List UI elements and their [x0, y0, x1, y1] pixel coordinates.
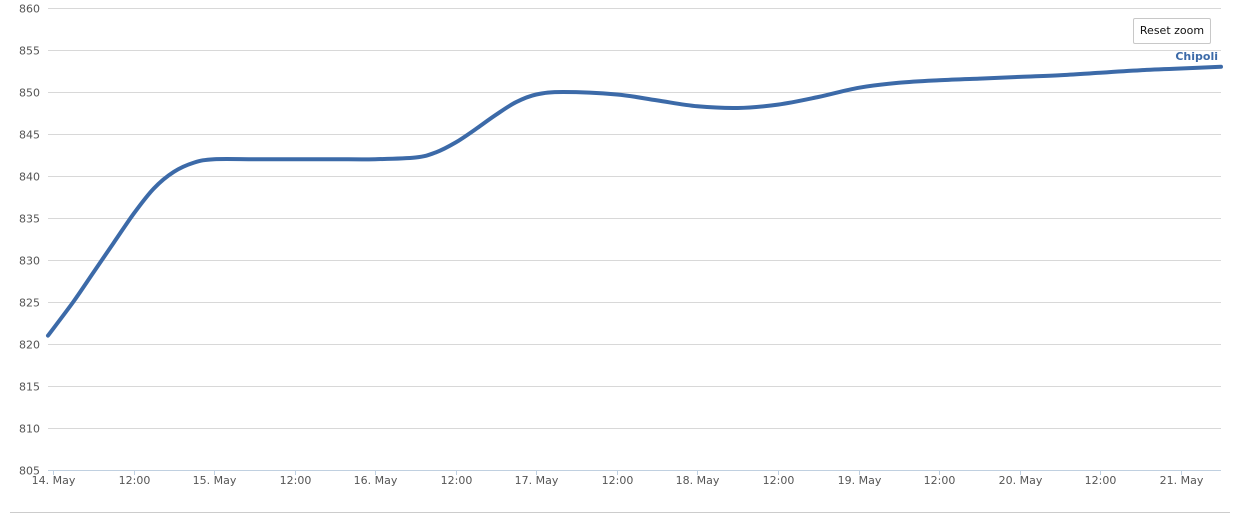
- y-tick-label: 860: [19, 3, 40, 16]
- bottom-divider: [10, 512, 1230, 513]
- y-axis: 805 810 815 820 825 830 835 840 845 850 855 860: [19, 3, 40, 478]
- y-tick-label: 840: [19, 171, 40, 184]
- x-axis: 14. May 12:00 15. May 12:00 16. May 12:00 17. …: [32, 470, 1204, 487]
- x-tick-label: 17. May: [515, 474, 559, 487]
- y-tick-label: 815: [19, 381, 40, 394]
- y-tick-label: 845: [19, 129, 40, 142]
- y-tick-label: 810: [19, 423, 40, 436]
- x-tick-label: 20. May: [999, 474, 1043, 487]
- x-tick-label: 21. May: [1160, 474, 1204, 487]
- reset-zoom-button[interactable]: Reset zoom: [1133, 18, 1211, 44]
- x-tick-label: 19. May: [838, 474, 882, 487]
- x-tick-label: 12:00: [1085, 474, 1117, 487]
- y-tick-label: 855: [19, 45, 40, 58]
- x-tick-label: 14. May: [32, 474, 76, 487]
- x-tick-label: 12:00: [602, 474, 634, 487]
- series-name-label: Chipoli: [1175, 50, 1218, 63]
- x-tick-label: 12:00: [441, 474, 473, 487]
- x-tick-label: 12:00: [924, 474, 956, 487]
- series-layer: [46, 64, 1223, 338]
- y-tick-label: 830: [19, 255, 40, 268]
- y-tick-label: 850: [19, 87, 40, 100]
- x-tick-label: 16. May: [354, 474, 398, 487]
- series-line-chipoli: [46, 64, 1223, 338]
- y-tick-label: 835: [19, 213, 40, 226]
- x-tick-label: 15. May: [193, 474, 237, 487]
- y-tick-label: 825: [19, 297, 40, 310]
- x-tick-label: 18. May: [676, 474, 720, 487]
- x-tick-label: 12:00: [763, 474, 795, 487]
- y-tick-label: 820: [19, 339, 40, 352]
- x-tick-label: 12:00: [280, 474, 312, 487]
- grid-lines: [48, 8, 1221, 471]
- x-tick-label: 12:00: [119, 474, 151, 487]
- y-tick-label: 805: [19, 465, 40, 478]
- series-labels: Chipoli: [1175, 50, 1218, 63]
